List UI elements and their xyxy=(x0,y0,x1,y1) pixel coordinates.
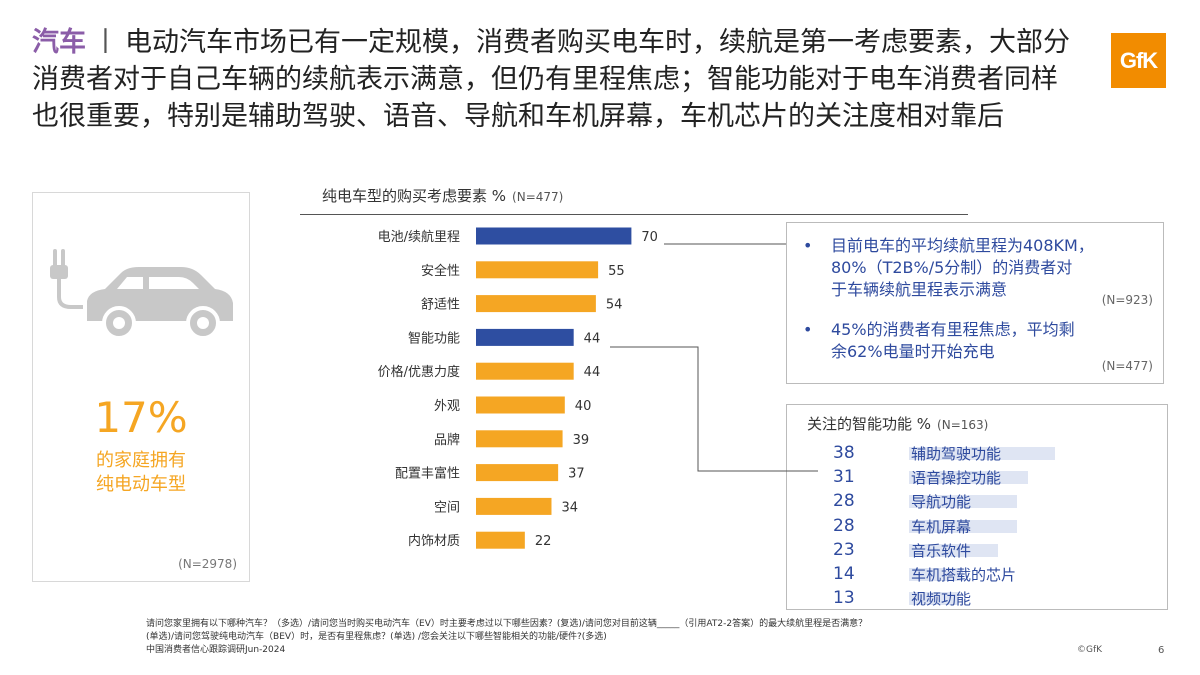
bar xyxy=(476,328,574,346)
smart-feature-bar xyxy=(909,592,960,606)
bar xyxy=(476,531,525,549)
smart-feature-label: 车机屏幕 xyxy=(911,517,972,536)
bullet-dot: • xyxy=(803,236,813,255)
household-stat-panel: 17% 的家庭拥有 纯电动车型 (N=2978) xyxy=(32,192,250,582)
smart-feature-row: 23 音乐软件 xyxy=(787,540,1167,562)
smart-feature-value: 31 xyxy=(833,467,855,488)
range-bullet-1-line3: 于车辆续航里程表示满意 xyxy=(831,280,1008,299)
smart-features-callout: 关注的智能功能 % (N=163) 38 辅助驾驶功能 31 语音操控功能 28 导航功能 2… xyxy=(786,404,1168,610)
bar-value-label: 22 xyxy=(535,534,552,549)
bar-category-label: 内饰材质 xyxy=(408,533,460,549)
bar-category-label: 电池/续航里程 xyxy=(378,229,460,245)
smart-feature-label: 车机搭载的芯片 xyxy=(911,566,1017,584)
title-headline: 电动汽车市场已有一定规模，消费者购买电车时，续航是第一考虑要素，大部分消费者对于… xyxy=(32,27,1070,132)
range-bullet-1-line2: 80%（T2B%/5分制）的消费者对 xyxy=(831,258,1073,277)
page-title: 汽车丨电动汽车市场已有一定规模，消费者购买电车时，续航是第一考虑要素，大部分消费… xyxy=(32,24,1082,135)
bar xyxy=(476,295,596,313)
bar xyxy=(476,261,599,279)
range-satisfaction-callout: • 目前电车的平均续航里程为408KM， 80%（T2B%/5分制）的消费者对 … xyxy=(786,222,1164,384)
chart-title: 纯电车型的购买考虑要素 % (N=477) xyxy=(322,185,563,206)
smart-feature-label: 视频功能 xyxy=(911,590,972,609)
smart-feature-row: 28 车机屏幕 xyxy=(787,516,1167,538)
bar-category-label: 空间 xyxy=(434,500,460,515)
smart-features-sample: (N=163) xyxy=(937,418,989,432)
smart-feature-value: 23 xyxy=(833,539,855,560)
smart-feature-label: 音乐软件 xyxy=(911,541,972,560)
smart-feature-bar xyxy=(909,495,1017,509)
gfk-logo: GfK xyxy=(1111,33,1166,88)
purchase-factors-bar-chart: 电池/续航里程 70 安全性 55 舒适性 54 智能功能 44 价格/优惠力度 44 外观 40 品牌… xyxy=(378,227,658,549)
household-label-line2: 纯电动车型 xyxy=(96,474,186,495)
bar-category-label: 智能功能 xyxy=(408,331,460,346)
chart-sample-size: (N=477) xyxy=(512,190,564,204)
bar xyxy=(476,464,559,482)
smart-feature-row: 31 语音操控功能 xyxy=(787,467,1167,489)
smart-features-title: 关注的智能功能 % (N=163) xyxy=(807,413,988,434)
bullet-dot: • xyxy=(803,320,813,339)
bar-category-label: 配置丰富性 xyxy=(395,466,460,482)
footnote-source: 中国消费者信心跟踪调研Jun-2024 xyxy=(146,645,286,655)
smart-feature-label: 语音操控功能 xyxy=(911,469,1002,488)
smart-feature-row: 28 导航功能 xyxy=(787,491,1167,513)
smart-feature-row: 38 辅助驾驶功能 xyxy=(787,443,1167,465)
bar-value-label: 40 xyxy=(575,399,592,414)
smart-feature-value: 38 xyxy=(833,443,855,463)
range-bullet-1-sample: (N=923) xyxy=(1101,293,1153,307)
electric-car-icon xyxy=(50,249,233,340)
copyright: ©GfK xyxy=(1077,645,1103,655)
household-label: 的家庭拥有 纯电动车型 xyxy=(33,449,249,497)
bar-value-label: 55 xyxy=(608,264,625,279)
bar-category-label: 安全性 xyxy=(421,263,460,279)
chart-title-text: 纯电车型的购买考虑要素 % xyxy=(322,187,507,205)
smart-feature-value: 28 xyxy=(833,491,855,512)
bar-value-label: 54 xyxy=(606,298,623,313)
range-bullet-1-line1: 目前电车的平均续航里程为408KM， xyxy=(831,236,1094,255)
bar-category-label: 舒适性 xyxy=(421,298,460,313)
bar-value-label: 39 xyxy=(573,433,590,448)
household-sample-size: (N=2978) xyxy=(178,557,237,571)
title-separator: 丨 xyxy=(92,27,119,58)
bar-value-label: 44 xyxy=(584,331,601,346)
footnote-line-2: (单选)/请问您驾驶纯电动汽车（BEV）时，是否有里程焦虑？(单选) /您会关注… xyxy=(146,632,607,642)
title-tag: 汽车 xyxy=(32,27,86,58)
smart-feature-bar xyxy=(909,568,963,581)
footnote-line-1: 请问您家里拥有以下哪种汽车？（多选）/请问您当时购买电动汽车（EV）时主要考虑过… xyxy=(146,619,868,629)
smart-feature-value: 28 xyxy=(833,515,855,536)
range-bullet-1: • 目前电车的平均续航里程为408KM， 80%（T2B%/5分制）的消费者对 … xyxy=(803,235,1094,301)
bar xyxy=(476,227,632,245)
bar-category-label: 品牌 xyxy=(434,432,460,448)
smart-feature-row: 14 车机搭载的芯片 xyxy=(787,564,1167,586)
range-bullet-2-line2: 余62%电量时开始充电 xyxy=(831,342,995,361)
page-number: 6 xyxy=(1158,645,1165,656)
smart-feature-bar xyxy=(909,543,998,557)
bar xyxy=(476,497,552,515)
bar xyxy=(476,362,574,380)
bar xyxy=(476,430,563,448)
smart-feature-bar xyxy=(909,447,1056,460)
smart-feature-row: 13 视频功能 xyxy=(787,588,1167,610)
smart-feature-value: 14 xyxy=(833,564,855,584)
bar-value-label: 37 xyxy=(568,467,585,482)
range-bullet-2-sample: (N=477) xyxy=(1101,359,1153,373)
smart-features-title-text: 关注的智能功能 % xyxy=(807,415,932,433)
smart-feature-label: 辅助驾驶功能 xyxy=(911,445,1002,463)
household-percentage: 17% xyxy=(94,393,188,442)
bar-category-label: 外观 xyxy=(434,399,460,414)
bar-value-label: 70 xyxy=(641,230,658,245)
smart-feature-label: 导航功能 xyxy=(911,493,972,512)
smart-feature-value: 13 xyxy=(833,588,855,609)
bar-value-label: 34 xyxy=(561,500,578,515)
bar xyxy=(476,396,565,414)
bar-category-label: 价格/优惠力度 xyxy=(378,364,460,380)
bar-value-label: 44 xyxy=(584,365,601,380)
chart-title-rule xyxy=(300,214,968,215)
range-bullet-2-line1: 45%的消费者有里程焦虑，平均剩 xyxy=(831,320,1075,339)
smart-feature-bar xyxy=(909,471,1029,485)
range-bullet-2: • 45%的消费者有里程焦虑，平均剩 余62%电量时开始充电 xyxy=(803,319,1075,363)
smart-feature-bar xyxy=(909,519,1017,533)
household-label-line1: 的家庭拥有 xyxy=(96,450,186,471)
